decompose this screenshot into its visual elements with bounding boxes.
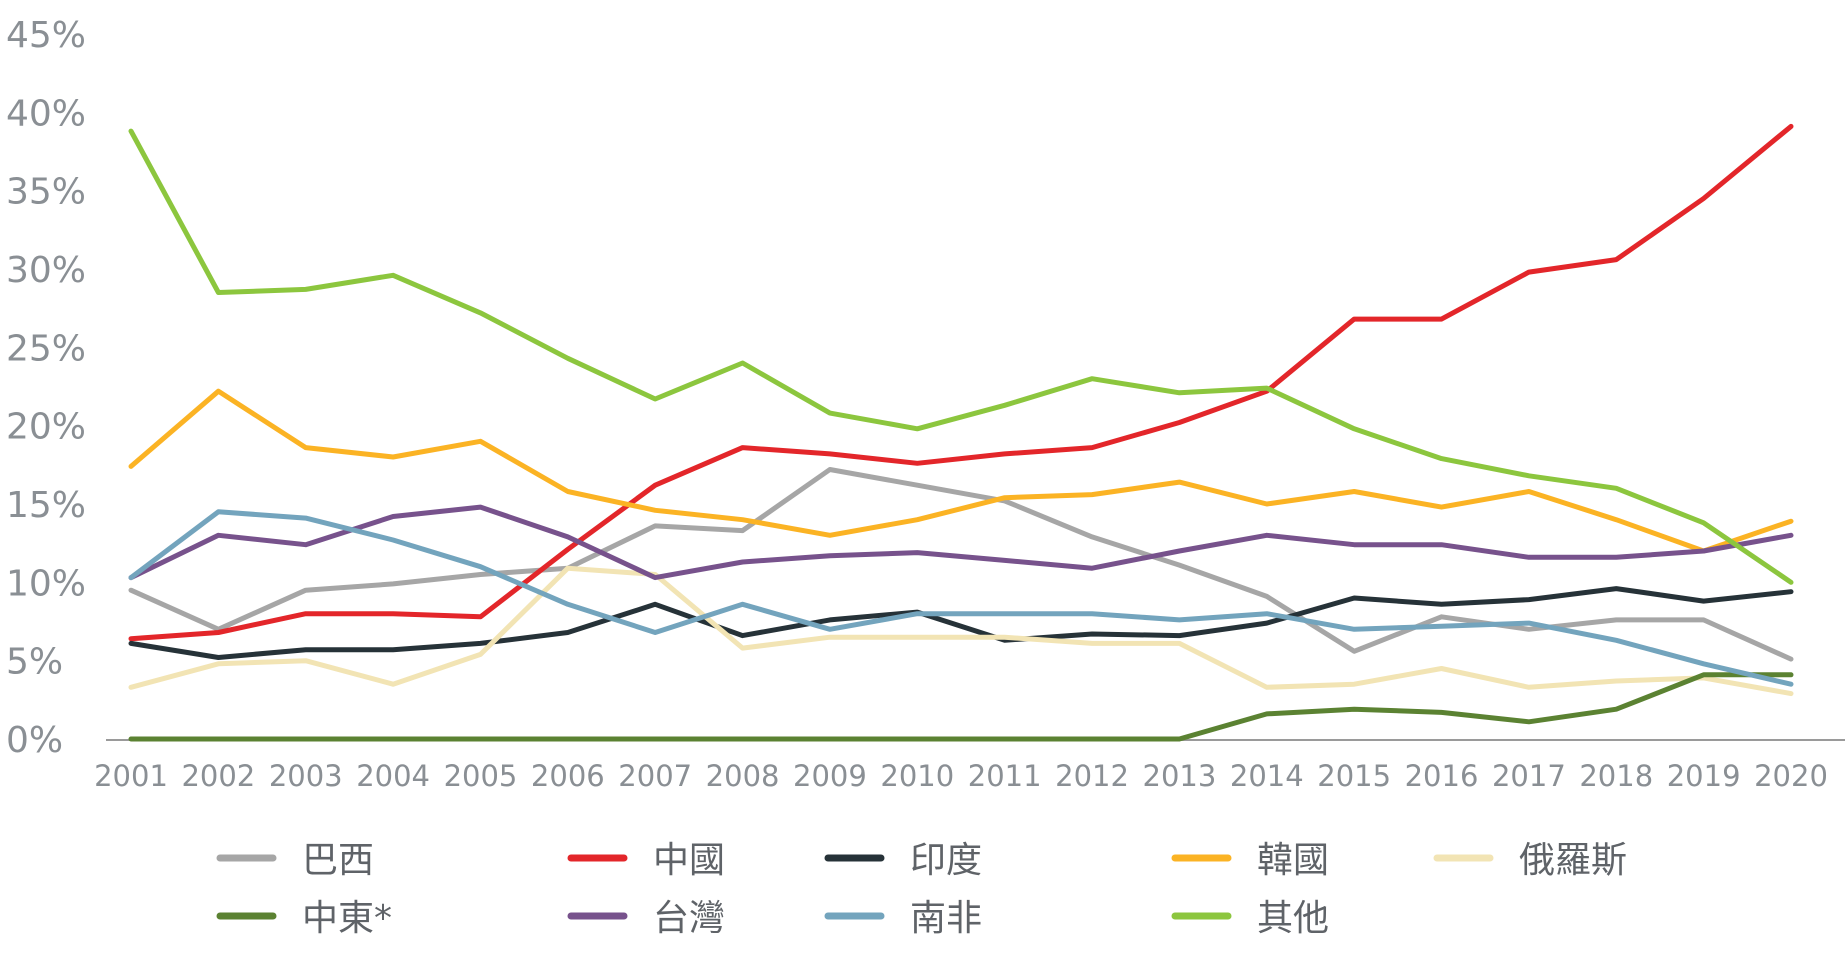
- legend-item: 中東*: [216, 898, 392, 939]
- series-line: [128, 388, 1794, 554]
- y-tick-label: 10%: [6, 563, 86, 604]
- x-tick-label: 2012: [1055, 759, 1129, 793]
- x-tick-label: 2017: [1492, 759, 1566, 793]
- y-tick-label: 20%: [6, 407, 86, 448]
- y-tick-label: 35%: [6, 172, 86, 213]
- series-line: [128, 128, 1794, 585]
- x-tick-label: 2001: [94, 759, 168, 793]
- legend-item: 中國: [567, 840, 725, 881]
- y-tick-label: 30%: [6, 250, 86, 291]
- x-tick-label: 2010: [880, 759, 954, 793]
- legend-label: 台灣: [653, 898, 725, 939]
- legend-item: 韓國: [1171, 840, 1329, 881]
- series-line: [128, 586, 1794, 660]
- legend-label: 中東*: [302, 898, 392, 939]
- x-tick-label: 2020: [1754, 759, 1828, 793]
- x-tick-label: 2003: [269, 759, 343, 793]
- y-tick-label: 5%: [6, 642, 63, 683]
- y-tick-label: 15%: [6, 485, 86, 526]
- legend-label: 其他: [1257, 898, 1329, 939]
- x-tick-label: 2007: [618, 759, 692, 793]
- x-tick-label: 2005: [444, 759, 518, 793]
- legend-item: 巴西: [216, 840, 374, 881]
- series-line: [128, 467, 1794, 662]
- series-line: [128, 504, 1794, 581]
- x-tick-label: 2004: [356, 759, 430, 793]
- x-tick-label: 2013: [1143, 759, 1217, 793]
- legend-item: 台灣: [567, 898, 725, 939]
- series-line: [128, 509, 1794, 687]
- legend-label: 巴西: [302, 840, 374, 881]
- y-tick-label: 40%: [6, 93, 86, 134]
- x-tick-label: 2006: [531, 759, 605, 793]
- y-tick-label: 45%: [6, 15, 86, 56]
- x-tick-label: 2018: [1579, 759, 1653, 793]
- series-line: [128, 123, 1794, 642]
- x-tick-label: 2008: [706, 759, 780, 793]
- x-tick-label: 2011: [968, 759, 1042, 793]
- series-line: [128, 672, 1794, 742]
- y-axis-labels: 0% 5% 10% 15% 20% 25% 30% 35% 40% 45%: [6, 15, 86, 761]
- legend-item: 印度: [824, 840, 982, 881]
- y-tick-label: 0%: [6, 720, 63, 761]
- legend-item: 其他: [1171, 898, 1329, 939]
- x-tick-label: 2009: [793, 759, 867, 793]
- legend-label: 印度: [910, 840, 982, 881]
- series-line: [128, 565, 1794, 697]
- legend-label: 中國: [653, 840, 725, 881]
- x-tick-label: 2019: [1667, 759, 1741, 793]
- legend-label: 南非: [910, 898, 982, 939]
- x-tick-label: 2002: [181, 759, 255, 793]
- x-tick-label: 2014: [1230, 759, 1304, 793]
- x-tick-label: 2015: [1317, 759, 1391, 793]
- legend-item: 南非: [824, 898, 982, 939]
- legend-item: 俄羅斯: [1433, 840, 1627, 881]
- series-lines: [128, 123, 1794, 742]
- x-axis-labels: 2001 2002 2003 2004 2005 2006 2007 2008 2009 2010…: [94, 759, 1828, 793]
- y-tick-label: 25%: [6, 328, 86, 369]
- legend-label: 韓國: [1257, 840, 1329, 881]
- legend-label: 俄羅斯: [1519, 840, 1627, 881]
- x-tick-label: 2016: [1405, 759, 1479, 793]
